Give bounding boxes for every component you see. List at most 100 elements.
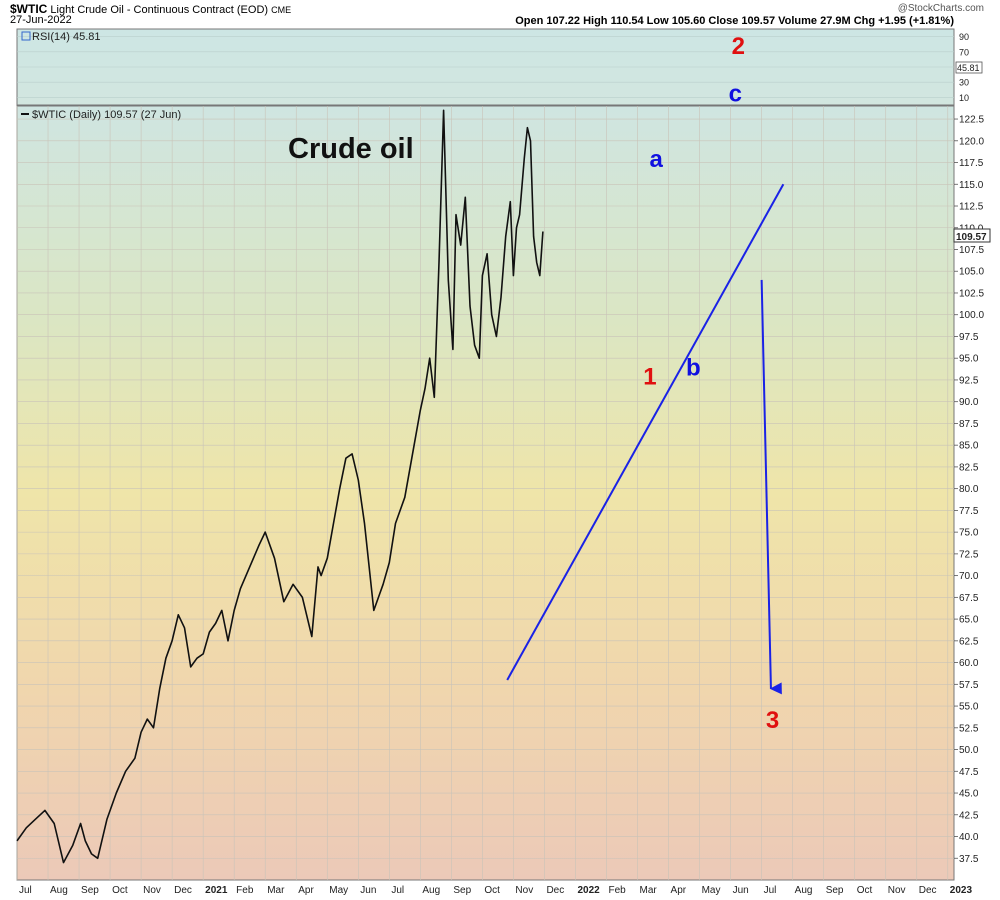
- y-tick-label: 60.0: [959, 658, 979, 669]
- rsi-value-badge: 45.81: [955, 61, 983, 74]
- y-tick-label: 52.5: [959, 723, 979, 734]
- x-tick-label: Sep: [453, 885, 471, 896]
- x-tick-label: Jul: [19, 885, 32, 896]
- wave-label: b: [686, 355, 701, 382]
- x-tick-label: Jul: [764, 885, 777, 896]
- wave-label: 3: [766, 707, 779, 734]
- x-tick-label: Jun: [733, 885, 749, 896]
- x-tick-label: Sep: [826, 885, 844, 896]
- price-stats: Open 107.22 High 110.54 Low 105.60 Close…: [515, 15, 954, 27]
- x-tick-label: Nov: [143, 885, 161, 896]
- price-series-line: [16, 109, 544, 864]
- y-tick-label: 70.0: [959, 571, 979, 582]
- y-tick-label: 42.5: [959, 810, 979, 821]
- y-tick-label: 62.5: [959, 636, 979, 647]
- x-tick-label: Jul: [391, 885, 404, 896]
- y-tick-label: 40.0: [959, 832, 979, 843]
- x-tick-label: Aug: [795, 885, 813, 896]
- x-tick-label: Jun: [360, 885, 376, 896]
- current-price-badge: 109.57: [953, 228, 991, 243]
- rsi-axis: 9070503010: [17, 32, 969, 103]
- y-tick-label: 102.5: [959, 288, 984, 299]
- rsi-label: RSI(14) 45.81: [32, 31, 100, 43]
- current-price-label: 109.57: [956, 232, 987, 243]
- wave-label: 2: [732, 33, 745, 60]
- price-panel: [16, 105, 955, 881]
- x-tick-label: Feb: [236, 885, 254, 896]
- symbol: $WTIC: [10, 2, 48, 16]
- x-tick-label: Mar: [267, 885, 285, 896]
- rsi-legend: RSI(14) 45.81: [21, 31, 100, 43]
- rsi-tick-label: 30: [959, 78, 969, 88]
- x-tick-label: Aug: [422, 885, 440, 896]
- x-tick-label: Sep: [81, 885, 99, 896]
- grid-lines: [16, 106, 954, 880]
- trendline: [506, 183, 785, 681]
- rsi-value-box: [955, 61, 983, 74]
- wave-labels: 1 2 3 a b c: [643, 33, 779, 734]
- y-tick-label: 120.0: [959, 136, 984, 147]
- rsi-legend-icon: [21, 31, 31, 41]
- y-tick-label: 65.0: [959, 615, 979, 626]
- x-tick-label: Dec: [919, 885, 937, 896]
- wave-label: c: [729, 81, 742, 108]
- exchange: CME: [271, 5, 292, 15]
- y-tick-label: 67.5: [959, 593, 979, 604]
- y-tick-label: 77.5: [959, 506, 979, 517]
- instrument-name: Light Crude Oil - Continuous Contract (E…: [50, 4, 269, 16]
- y-tick-label: 105.0: [959, 267, 984, 278]
- y-tick-label: 115.0: [959, 180, 984, 191]
- rsi-tick-label: 70: [959, 47, 969, 57]
- price-legend-text: $WTIC (Daily) 109.57 (27 Jun): [32, 109, 181, 121]
- y-tick-label: 50.0: [959, 745, 979, 756]
- x-tick-label: 2021: [205, 885, 228, 896]
- x-tick-label: 2023: [950, 885, 973, 896]
- y-axis: 37.5 40.0 42.5 45.0 47.5 50.0 52.5 55.0 57.5 60.0…: [954, 115, 984, 865]
- x-tick-label: Aug: [50, 885, 68, 896]
- y-tick-label: 47.5: [959, 767, 979, 778]
- chart-title-annotation: Crude oil: [288, 133, 414, 165]
- x-tick-label: Dec: [546, 885, 564, 896]
- y-tick-label: 57.5: [959, 680, 979, 691]
- y-tick-label: 90.0: [959, 397, 979, 408]
- y-tick-label: 55.0: [959, 702, 979, 713]
- x-tick-label: Nov: [515, 885, 533, 896]
- x-tick-label: Mar: [640, 885, 658, 896]
- y-tick-label: 87.5: [959, 419, 979, 430]
- wave-label: a: [649, 146, 663, 173]
- y-tick-label: 107.5: [959, 245, 984, 256]
- chart-date: 27-Jun-2022: [10, 14, 72, 26]
- current-price-box: [953, 228, 991, 243]
- y-tick-label: 75.0: [959, 528, 979, 539]
- x-tick-label: Oct: [857, 885, 873, 896]
- y-tick-label: 37.5: [959, 854, 979, 865]
- y-tick-label: 95.0: [959, 354, 979, 365]
- price-legend: $WTIC (Daily) 109.57 (27 Jun): [21, 109, 181, 121]
- rsi-tick-label: 90: [959, 32, 969, 42]
- projection-arrow: [760, 279, 782, 695]
- y-tick-label: 85.0: [959, 441, 979, 452]
- x-tick-label: Oct: [484, 885, 500, 896]
- x-tick-label: 2022: [577, 885, 600, 896]
- y-tick-label: 112.5: [959, 202, 984, 213]
- y-tick-label: 100.0: [959, 310, 984, 321]
- watermark: @StockCharts.com: [897, 3, 984, 14]
- y-tick-label: 82.5: [959, 462, 979, 473]
- x-tick-label: May: [329, 885, 348, 896]
- x-tick-label: Dec: [174, 885, 192, 896]
- y-tick-label: 45.0: [959, 789, 979, 800]
- rsi-current-value: 45.81: [957, 63, 980, 73]
- y-tick-label: 117.5: [959, 158, 984, 169]
- y-tick-label: 80.0: [959, 484, 979, 495]
- wave-label: 1: [643, 363, 656, 390]
- x-tick-label: May: [702, 885, 721, 896]
- chart-header-left: $WTIC Light Crude Oil - Continuous Contr…: [10, 2, 291, 16]
- x-tick-label: Apr: [298, 885, 314, 896]
- y-tick-label: 122.5: [959, 115, 984, 126]
- y-tick-label: 72.5: [959, 549, 979, 560]
- x-tick-label: Nov: [888, 885, 906, 896]
- x-tick-label: Feb: [609, 885, 627, 896]
- x-tick-label: Apr: [671, 885, 687, 896]
- x-tick-label: Oct: [112, 885, 128, 896]
